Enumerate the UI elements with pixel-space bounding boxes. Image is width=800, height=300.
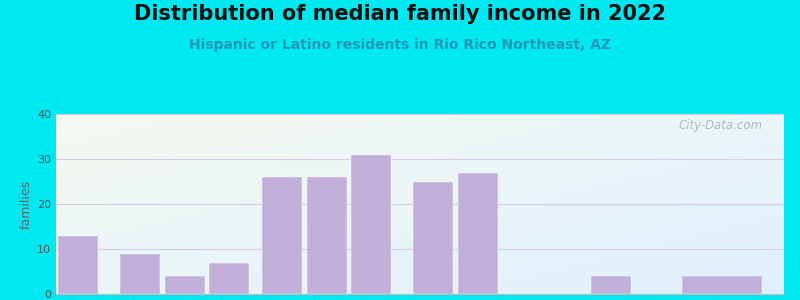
Bar [307, 177, 346, 294]
Text: Hispanic or Latino residents in Rio Rico Northeast, AZ: Hispanic or Latino residents in Rio Rico… [189, 38, 611, 52]
Bar [120, 254, 160, 294]
Bar [414, 182, 454, 294]
Bar [262, 177, 302, 294]
Bar [165, 276, 205, 294]
Bar [209, 262, 249, 294]
Y-axis label: families: families [20, 179, 33, 229]
Bar [591, 276, 631, 294]
Text: Distribution of median family income in 2022: Distribution of median family income in … [134, 4, 666, 25]
Bar [58, 236, 98, 294]
Bar [458, 172, 498, 294]
Bar [351, 154, 391, 294]
Text: City-Data.com: City-Data.com [678, 119, 762, 132]
Bar [682, 276, 762, 294]
